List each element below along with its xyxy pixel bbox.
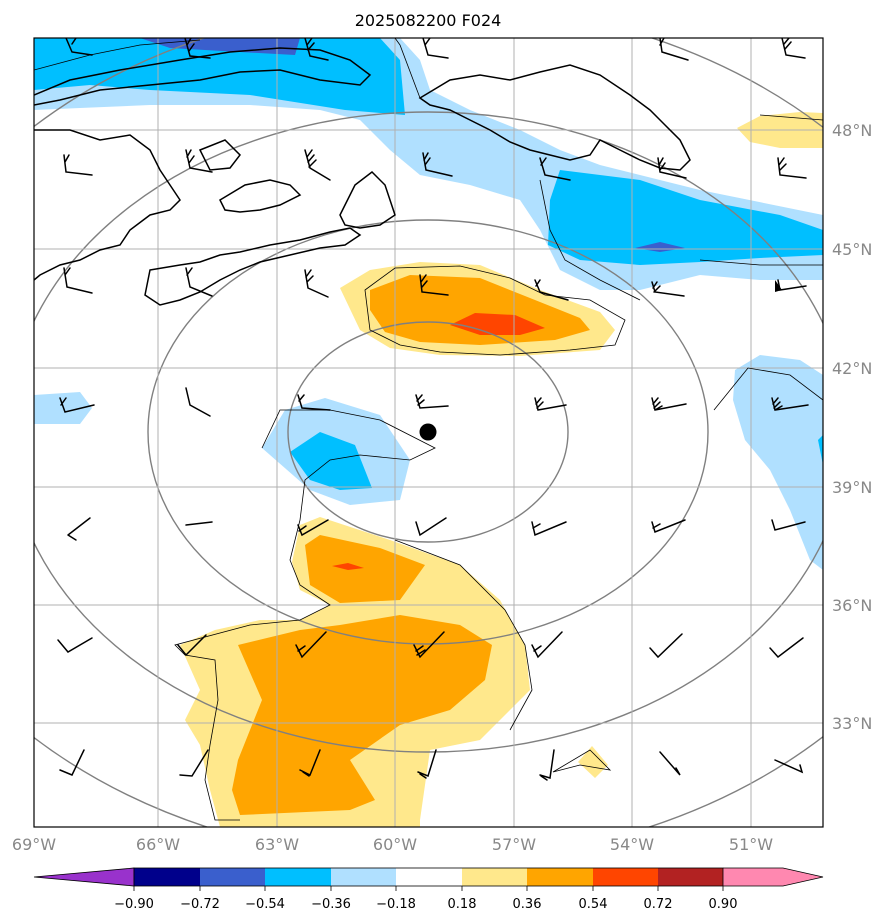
colorbar: −0.90 −0.72 −0.54 −0.36 −0.18 0.18 0.36 … [33,867,824,912]
colorbar-bin-neg072 [200,868,265,886]
longitude-labels: 69°W 66°W 63°W 60°W 57°W 54°W 51°W [12,835,773,854]
lat-label-45n: 45°N [832,240,872,259]
boundaries [34,38,823,301]
colorbar-bin-neg054 [265,868,331,886]
lat-label-42n: 42°N [832,359,872,378]
lon-label-69w: 69°W [12,835,56,854]
lon-label-57w: 57°W [492,835,536,854]
colorbar-label-4: −0.18 [376,897,416,912]
colorbar-label-7: 0.54 [579,897,608,912]
colorbar-label-5: 0.18 [448,897,477,912]
colorbar-label-8: 0.72 [644,897,673,912]
colorbar-bin-pos072 [658,868,723,886]
lat-label-33n: 33°N [832,714,872,733]
lat-label-39n: 39°N [832,478,872,497]
colorbar-bin-neg090 [134,868,200,886]
calm-flag-icon [775,280,782,292]
lat-label-36n: 36°N [832,596,872,615]
colorbar-label-3: −0.36 [311,897,351,912]
colorbar-label-1: −0.72 [180,897,220,912]
lon-label-60w: 60°W [373,835,417,854]
map-title: 2025082200 F024 [355,11,502,30]
map-frame [33,37,824,828]
lon-label-66w: 66°W [136,835,180,854]
latitude-labels: 48°N 45°N 42°N 39°N 36°N 33°N [832,121,872,733]
coastlines [34,47,691,306]
graticule [34,38,823,827]
colorbar-extend-high [723,868,823,886]
colorbar-bin-pos036 [527,868,593,886]
colorbar-label-9: 0.90 [709,897,738,912]
range-rings [34,38,823,827]
wind-barbs [57,38,809,781]
lat-label-48n: 48°N [832,121,872,140]
colorbar-bin-pos054 [593,868,658,886]
colorbar-label-0: −0.90 [114,897,154,912]
colorbar-bin-neg036 [331,868,396,886]
station-marker [419,423,437,441]
colorbar-bin-pos018 [462,868,527,886]
map-panel [34,38,823,827]
anomaly-contours [174,265,823,821]
colorbar-extend-low [33,867,135,887]
colorbar-frame [133,867,724,887]
lon-label-51w: 51°W [729,835,773,854]
colorbar-bin-neutral [396,868,462,886]
lon-label-63w: 63°W [255,835,299,854]
lon-label-54w: 54°W [610,835,654,854]
colorbar-label-2: −0.54 [245,897,285,912]
colorbar-label-6: 0.36 [513,897,542,912]
positive-anomaly-fields [180,112,823,827]
